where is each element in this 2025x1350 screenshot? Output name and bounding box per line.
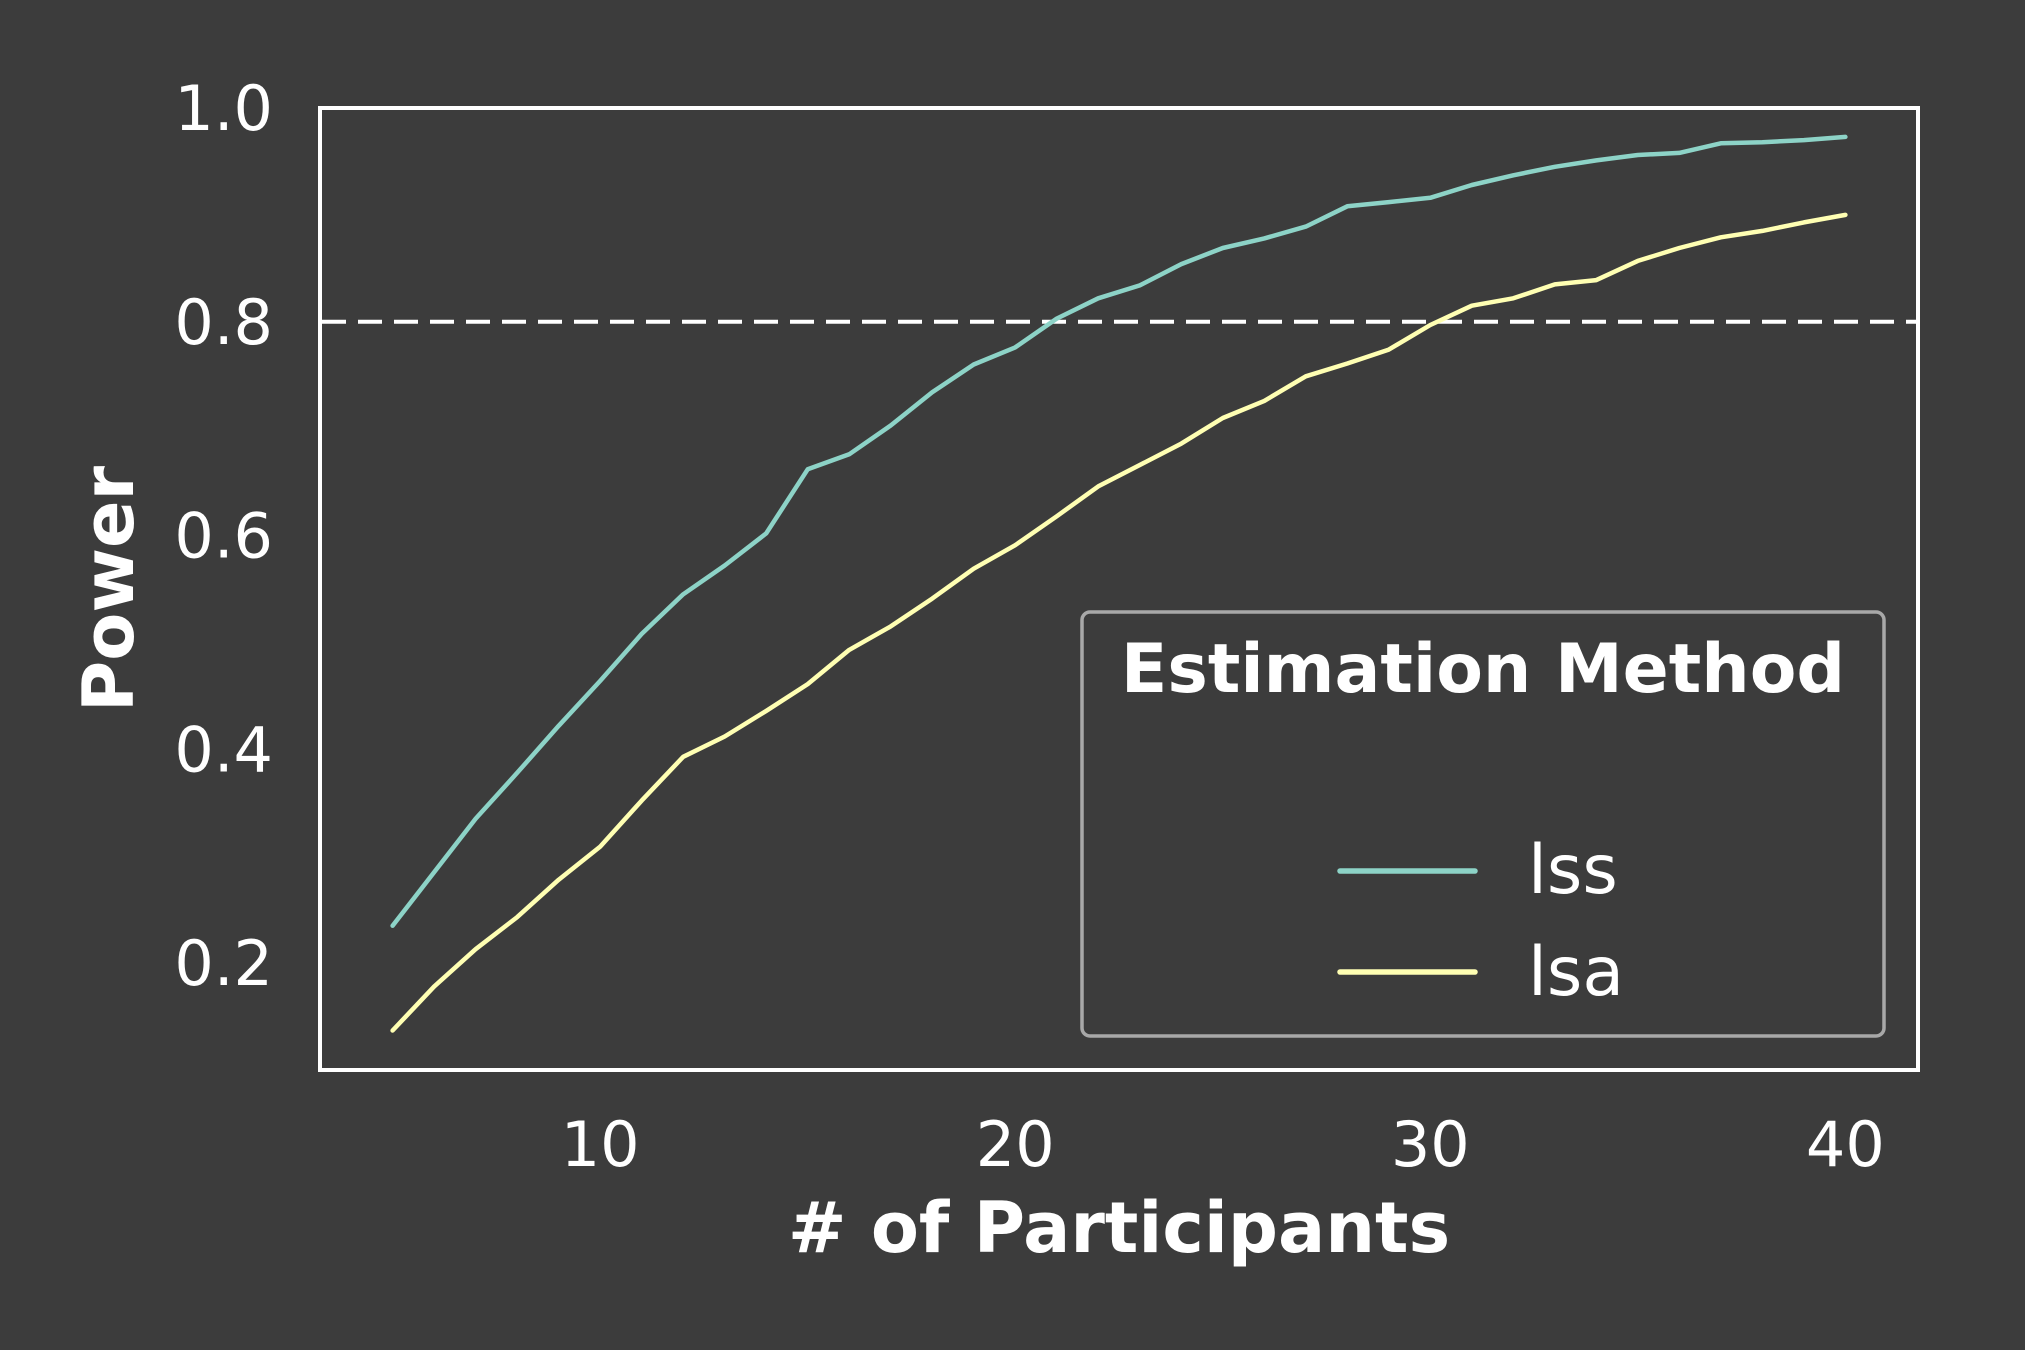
series-line-lsa	[390, 212, 1848, 1033]
y-tick-label: 1.0	[174, 72, 273, 145]
y-tick-label: 0.8	[174, 286, 273, 359]
legend-label-lss: lss	[1528, 831, 1618, 910]
x-tick-label: 30	[1391, 1108, 1470, 1181]
x-tick-label: 20	[976, 1108, 1055, 1181]
legend-box	[1080, 610, 1886, 1038]
x-tick-label: 40	[1806, 1108, 1885, 1181]
y-tick-label: 0.6	[174, 500, 273, 573]
legend-label-lsa: lsa	[1528, 933, 1624, 1012]
y-axis-label: Power	[68, 465, 150, 712]
legend: Estimation Method lss lsa	[1080, 610, 1886, 1038]
x-tick-label: 10	[561, 1108, 640, 1181]
plot-area-frame	[318, 106, 1920, 1072]
x-axis-label: # of Participants	[788, 1187, 1450, 1269]
legend-title: Estimation Method	[1121, 630, 1845, 709]
series-line-lss	[390, 134, 1848, 928]
y-tick-label: 0.2	[174, 927, 273, 1000]
y-tick-label: 0.4	[174, 713, 273, 786]
